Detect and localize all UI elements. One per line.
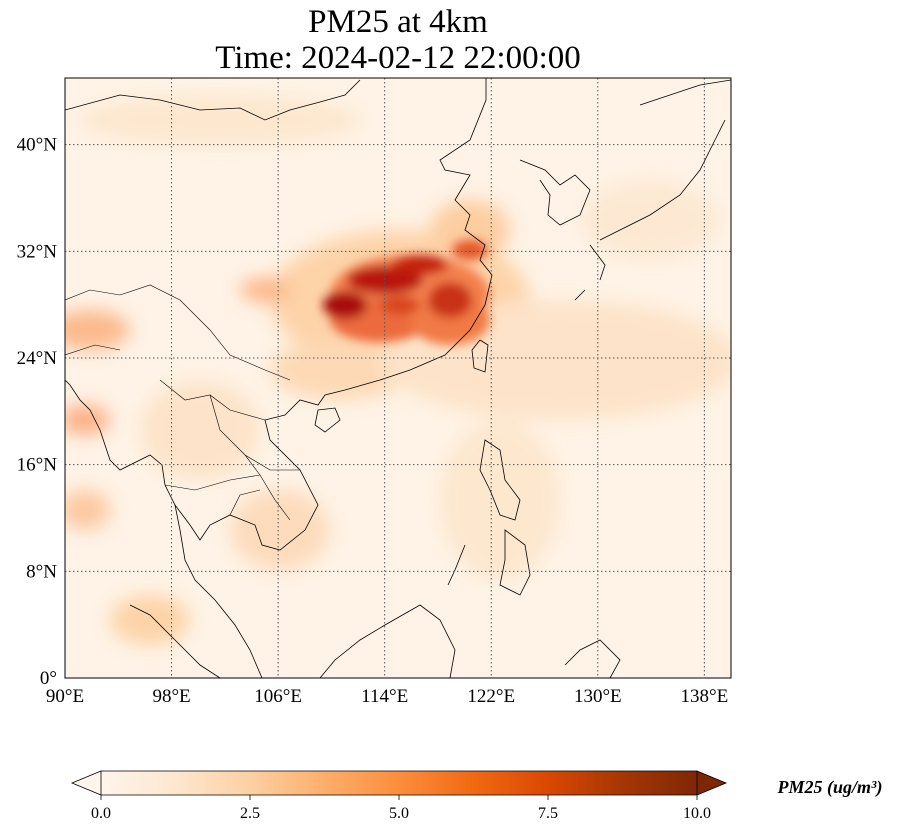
coastlines-and-borders — [65, 78, 731, 678]
colorbar-tick-label: 7.5 — [538, 805, 558, 822]
colorbar-label: PM25 (ug/m³) — [777, 777, 883, 798]
map-frame — [64, 77, 732, 679]
map-area — [65, 78, 731, 678]
map-subtitle-time: Time: 2024-02-12 22:00:00 — [215, 40, 581, 76]
hainan-coastline — [314, 407, 341, 433]
colorbar-tick-label: 10.0 — [683, 805, 711, 822]
borneo-coastline — [319, 604, 456, 678]
colorbar-extend-high — [696, 770, 728, 796]
korea-coastline — [519, 159, 591, 226]
lon-tick-label: 90°E — [46, 686, 84, 707]
lat-tick-label: 8°N — [26, 561, 57, 582]
lon-tick-label: 130°E — [574, 686, 622, 707]
latitude-tick-labels: 0° 8°N 16°N 24°N 32°N 40°N — [17, 135, 58, 689]
lat-tick-label: 0° — [40, 668, 57, 689]
lon-tick-label: 106°E — [254, 686, 302, 707]
colorbar-tick-label: 2.5 — [240, 805, 260, 822]
colorbar-tick-label: 0.0 — [91, 805, 111, 822]
lon-tick-label: 138°E — [681, 686, 729, 707]
colorbar-ticks: 0.0 2.5 5.0 7.5 10.0 — [91, 795, 711, 822]
colorbar-tick-label: 5.0 — [389, 805, 409, 822]
pm25-concentration-field — [65, 95, 731, 645]
northern-border — [65, 79, 361, 121]
new-guinea-coastline — [564, 639, 621, 678]
japan-coastline — [574, 79, 731, 301]
gridlines — [65, 78, 731, 678]
lon-tick-label: 122°E — [467, 686, 515, 707]
lon-tick-label: 98°E — [152, 686, 190, 707]
lat-tick-label: 24°N — [17, 348, 58, 369]
lon-tick-label: 114°E — [361, 686, 408, 707]
lat-tick-label: 32°N — [17, 241, 58, 262]
colorbar: 0.0 2.5 5.0 7.5 10.0 PM25 (ug/m³) — [70, 770, 883, 822]
sumatra-coastline — [129, 604, 221, 678]
colorbar-gradient — [101, 771, 697, 795]
taiwan-coastline — [471, 339, 489, 373]
malay-peninsula-coastline — [174, 504, 263, 678]
colorbar-extend-low — [70, 770, 102, 796]
map-title: PM25 at 4km — [308, 4, 488, 40]
lat-tick-label: 40°N — [17, 135, 58, 156]
philippines-coastline — [447, 439, 531, 596]
longitude-tick-labels: 90°E 98°E 106°E 114°E 122°E 130°E 138°E — [46, 686, 728, 707]
lat-tick-label: 16°N — [17, 455, 58, 476]
inland-borders — [65, 284, 300, 521]
